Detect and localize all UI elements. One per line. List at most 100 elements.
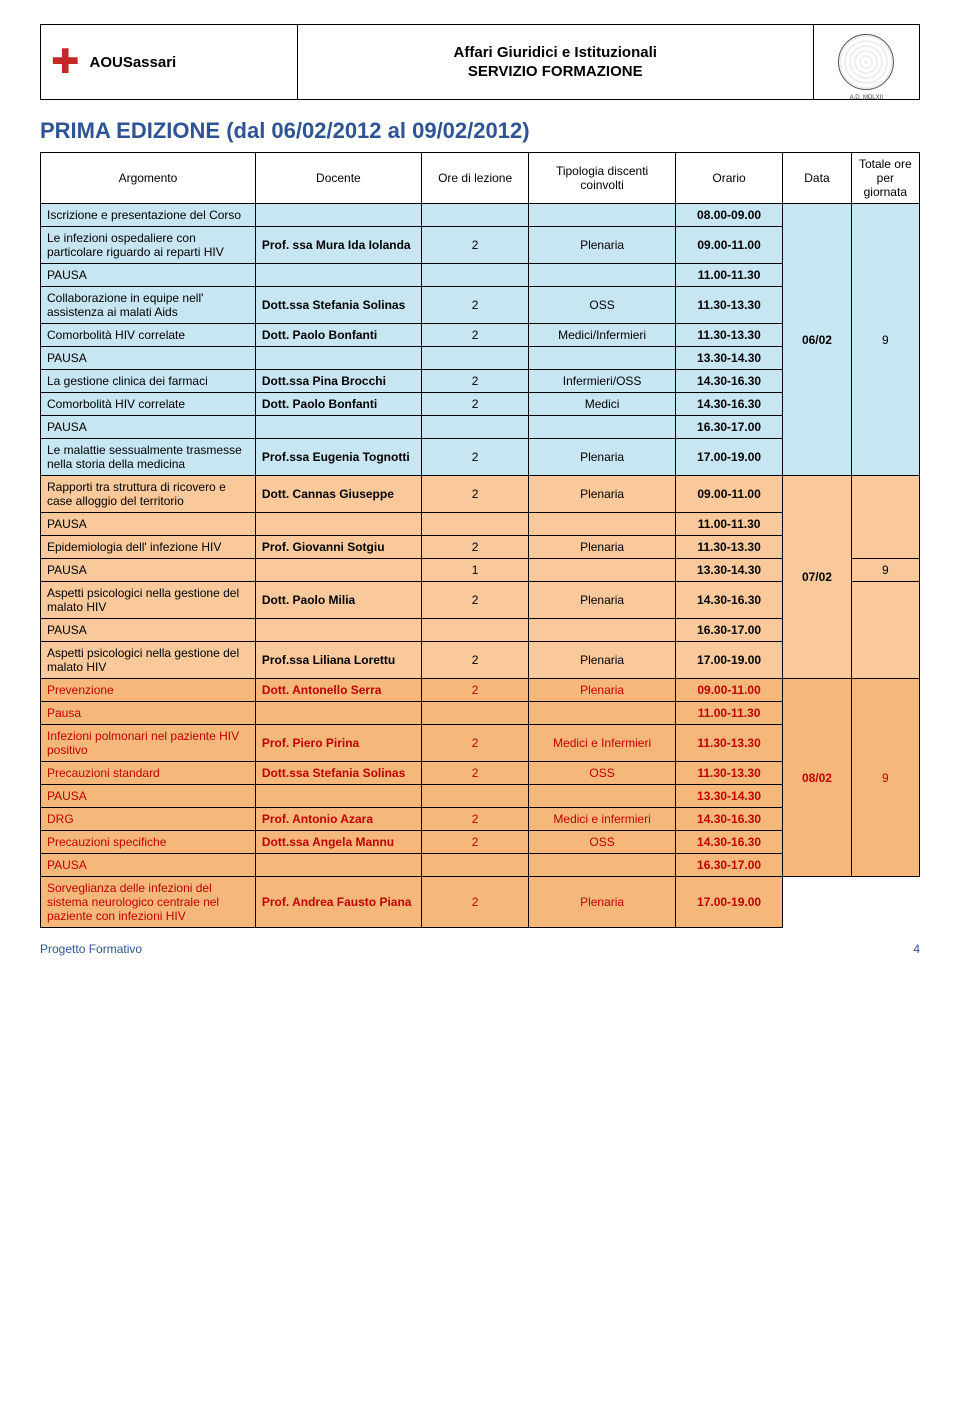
cell-orario: 13.30-14.30 — [675, 785, 782, 808]
cell-ore — [421, 854, 528, 877]
cell-argomento: Precauzioni standard — [41, 762, 256, 785]
cell-orario: 14.30-16.30 — [675, 831, 782, 854]
cell-argomento: Comorbolità HIV correlate — [41, 324, 256, 347]
cell-orario: 11.30-13.30 — [675, 287, 782, 324]
cell-ore: 2 — [421, 287, 528, 324]
cell-ore: 2 — [421, 877, 528, 928]
cell-argomento: PAUSA — [41, 854, 256, 877]
cell-ore: 1 — [421, 559, 528, 582]
cell-docente — [255, 785, 421, 808]
cell-data: 08/02 — [783, 679, 851, 877]
cell-ore: 2 — [421, 324, 528, 347]
cell-argomento: Iscrizione e presentazione del Corso — [41, 204, 256, 227]
footer: Progetto Formativo 4 — [40, 942, 920, 956]
table-row: Sorveglianza delle infezioni del sistema… — [41, 877, 920, 928]
cell-tipologia: Infermieri/OSS — [529, 370, 676, 393]
cell-ore — [421, 785, 528, 808]
cell-ore: 2 — [421, 439, 528, 476]
cell-docente: Prof. ssa Mura Ida Iolanda — [255, 227, 421, 264]
cell-tipologia — [529, 619, 676, 642]
cell-tipologia — [529, 559, 676, 582]
seal-caption: A.D. MDLXII — [839, 95, 893, 101]
cell-docente: Prof.ssa Liliana Lorettu — [255, 642, 421, 679]
cell-docente: Dott.ssa Angela Mannu — [255, 831, 421, 854]
cell-ore: 2 — [421, 582, 528, 619]
cell-orario: 11.00-11.30 — [675, 702, 782, 725]
cell-docente — [255, 619, 421, 642]
cell-docente — [255, 204, 421, 227]
cell-docente: Dott.ssa Stefania Solinas — [255, 287, 421, 324]
cell-docente — [255, 347, 421, 370]
cell-tipologia: Plenaria — [529, 877, 676, 928]
cell-ore — [421, 264, 528, 287]
cell-orario: 14.30-16.30 — [675, 582, 782, 619]
seal-icon: A.D. MDLXII — [838, 34, 894, 90]
cell-orario: 14.30-16.30 — [675, 393, 782, 416]
cell-ore — [421, 204, 528, 227]
cell-argomento: Epidemiologia dell' infezione HIV — [41, 536, 256, 559]
cell-tipologia: Medici e infermieri — [529, 808, 676, 831]
cell-ore — [421, 416, 528, 439]
cell-tipologia: Medici e Infermieri — [529, 725, 676, 762]
cell-tipologia: Medici/Infermieri — [529, 324, 676, 347]
cell-totale: 9 — [851, 559, 919, 582]
cell-argomento: PAUSA — [41, 347, 256, 370]
cell-docente — [255, 854, 421, 877]
cell-argomento: DRG — [41, 808, 256, 831]
cell-orario: 17.00-19.00 — [675, 439, 782, 476]
cell-argomento: PAUSA — [41, 264, 256, 287]
cell-orario: 16.30-17.00 — [675, 619, 782, 642]
cell-tipologia: Plenaria — [529, 642, 676, 679]
cell-docente: Prof. Antonio Azara — [255, 808, 421, 831]
cell-ore: 2 — [421, 831, 528, 854]
cell-argomento: Le malattie sessualmente trasmesse nella… — [41, 439, 256, 476]
cell-orario: 17.00-19.00 — [675, 642, 782, 679]
table-header-row: Argomento Docente Ore di lezione Tipolog… — [41, 153, 920, 204]
cell-docente — [255, 702, 421, 725]
col-totale: Totale ore per giornata — [851, 153, 919, 204]
cell-docente — [255, 513, 421, 536]
cell-argomento: PAUSA — [41, 785, 256, 808]
cell-tipologia — [529, 513, 676, 536]
col-argomento: Argomento — [41, 153, 256, 204]
cell-docente: Dott. Cannas Giuseppe — [255, 476, 421, 513]
cell-docente — [255, 264, 421, 287]
cell-argomento: Precauzioni specifiche — [41, 831, 256, 854]
cell-tipologia — [529, 785, 676, 808]
cell-argomento: PAUSA — [41, 416, 256, 439]
cell-docente: Dott.ssa Stefania Solinas — [255, 762, 421, 785]
cell-tipologia: Medici — [529, 393, 676, 416]
cell-totale: 9 — [851, 679, 919, 877]
cell-tipologia: Plenaria — [529, 679, 676, 702]
cell-tipologia: Plenaria — [529, 476, 676, 513]
dept-line1: Affari Giuridici e Istituzionali — [298, 43, 813, 63]
cell-data: 07/02 — [783, 476, 851, 679]
cell-orario: 11.00-11.30 — [675, 264, 782, 287]
cell-docente: Prof. Piero Pirina — [255, 725, 421, 762]
cell-ore — [421, 702, 528, 725]
cell-docente: Prof. Andrea Fausto Piana — [255, 877, 421, 928]
cell-docente: Dott. Paolo Milia — [255, 582, 421, 619]
cell-docente: Prof.ssa Eugenia Tognotti — [255, 439, 421, 476]
cell-argomento: Aspetti psicologici nella gestione del m… — [41, 642, 256, 679]
cell-argomento: PAUSA — [41, 619, 256, 642]
cell-tipologia — [529, 264, 676, 287]
dept-line2: SERVIZIO FORMAZIONE — [298, 62, 813, 82]
cell-argomento: Collaborazione in equipe nell' assistenz… — [41, 287, 256, 324]
cell-docente — [255, 416, 421, 439]
cell-argomento: PAUSA — [41, 559, 256, 582]
col-ore: Ore di lezione — [421, 153, 528, 204]
table-row: Iscrizione e presentazione del Corso08.0… — [41, 204, 920, 227]
cell-orario: 13.30-14.30 — [675, 347, 782, 370]
cell-tipologia: Plenaria — [529, 582, 676, 619]
cell-docente: Dott. Paolo Bonfanti — [255, 324, 421, 347]
cell-orario: 16.30-17.00 — [675, 854, 782, 877]
cell-orario: 16.30-17.00 — [675, 416, 782, 439]
schedule-table: Argomento Docente Ore di lezione Tipolog… — [40, 152, 920, 928]
cell-tipologia: Plenaria — [529, 227, 676, 264]
cell-docente — [255, 559, 421, 582]
cell-orario: 13.30-14.30 — [675, 559, 782, 582]
col-tipologia: Tipologia discenti coinvolti — [529, 153, 676, 204]
cell-ore: 2 — [421, 725, 528, 762]
page-title: PRIMA EDIZIONE (dal 06/02/2012 al 09/02/… — [40, 118, 920, 144]
